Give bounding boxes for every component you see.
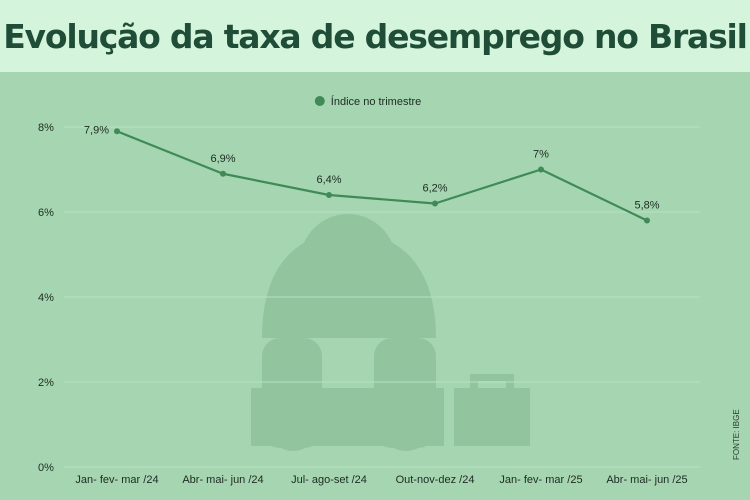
source-label: FONTE: IBGE bbox=[732, 409, 741, 460]
x-tick-label: Jan- fev- mar /24 bbox=[75, 474, 158, 486]
data-label: 7,9% bbox=[84, 124, 109, 136]
data-point bbox=[326, 192, 332, 198]
data-point bbox=[114, 128, 120, 135]
header-banner: Evolução da taxa de desemprego no Brasil bbox=[0, 0, 750, 72]
data-point bbox=[432, 200, 438, 207]
y-tick-label: 2% bbox=[38, 377, 54, 389]
data-point bbox=[538, 166, 544, 173]
y-tick-label: 0% bbox=[38, 462, 54, 474]
chart-title: Evolução da taxa de desemprego no Brasil bbox=[3, 16, 748, 56]
series-line bbox=[116, 130, 648, 222]
data-point bbox=[220, 170, 226, 177]
y-tick-label: 8% bbox=[38, 122, 54, 134]
data-label: 6,2% bbox=[422, 183, 447, 195]
data-label: 5,8% bbox=[634, 200, 659, 212]
data-point bbox=[644, 217, 650, 224]
x-tick-label: Jan- fev- mar /25 bbox=[499, 474, 582, 486]
unemployment-line-chart: 0% 2% 4% 6% 8% Jan- fev- mar /24 Abr- mai- jun… bbox=[38, 95, 700, 486]
x-tick-label: Jul- ago-set /24 bbox=[291, 474, 367, 486]
y-tick-label: 6% bbox=[38, 207, 54, 219]
legend-marker bbox=[314, 96, 325, 106]
x-tick-label: Out-nov-dez /24 bbox=[396, 474, 475, 486]
legend-label: Índice no trimestre bbox=[331, 95, 421, 108]
x-tick-label: Abr- mai- jun /24 bbox=[182, 474, 263, 486]
data-label: 6,9% bbox=[210, 153, 235, 165]
data-label: 7% bbox=[533, 149, 549, 161]
sad-businessman-with-briefcase-icon bbox=[251, 214, 530, 451]
x-tick-label: Abr- mai- jun /25 bbox=[606, 474, 687, 486]
data-label: 6,4% bbox=[316, 174, 341, 186]
y-tick-label: 4% bbox=[38, 292, 54, 304]
